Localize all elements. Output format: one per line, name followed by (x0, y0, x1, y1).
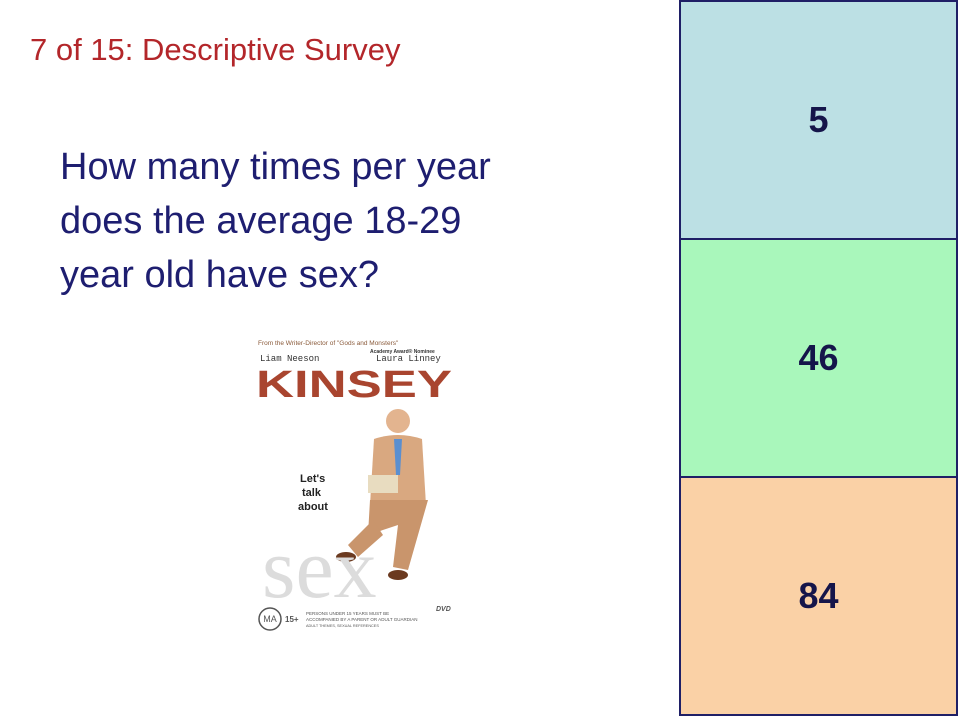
answer-option[interactable]: 84 (679, 476, 958, 716)
poster-figure (336, 409, 428, 580)
answer-list: 5 46 84 (679, 0, 958, 718)
answer-option[interactable]: 5 (679, 0, 958, 240)
poster-big-word: sex (262, 520, 377, 616)
poster-tagline: From the Writer-Director of "Gods and Mo… (258, 340, 399, 347)
poster-actor: Liam Neeson (260, 354, 319, 364)
poster-rating-age: 15+ (285, 615, 299, 624)
slide-title: 7 of 15: Descriptive Survey (30, 32, 401, 67)
poster-slogan: about (298, 501, 328, 513)
poster-rating-note: ADULT THEMES, SEXUAL REFERENCES (306, 624, 379, 628)
poster-slogan: Let's (300, 473, 325, 485)
question-line: does the average 18-29 (60, 200, 462, 242)
poster-rating-note: PERSONS UNDER 15 YEARS MUST BE (306, 611, 389, 616)
movie-poster: From the Writer-Director of "Gods and Mo… (248, 335, 456, 635)
poster-actor: Laura Linney (376, 354, 441, 364)
question: How many times per year does the average… (60, 140, 491, 302)
poster-title: KINSEY (256, 364, 452, 406)
question-line: How many times per year (60, 146, 491, 188)
answer-option[interactable]: 46 (679, 238, 958, 478)
poster-format: DVD (436, 606, 451, 613)
poster-award: Academy Award® Nominee (370, 348, 435, 355)
poster-rating-note: ACCOMPANIED BY A PARENT OR ADULT GUARDIA… (306, 617, 418, 622)
poster-slogan: talk (302, 487, 322, 499)
poster-rating: MA (263, 614, 277, 624)
question-line: year old have sex? (60, 254, 379, 296)
